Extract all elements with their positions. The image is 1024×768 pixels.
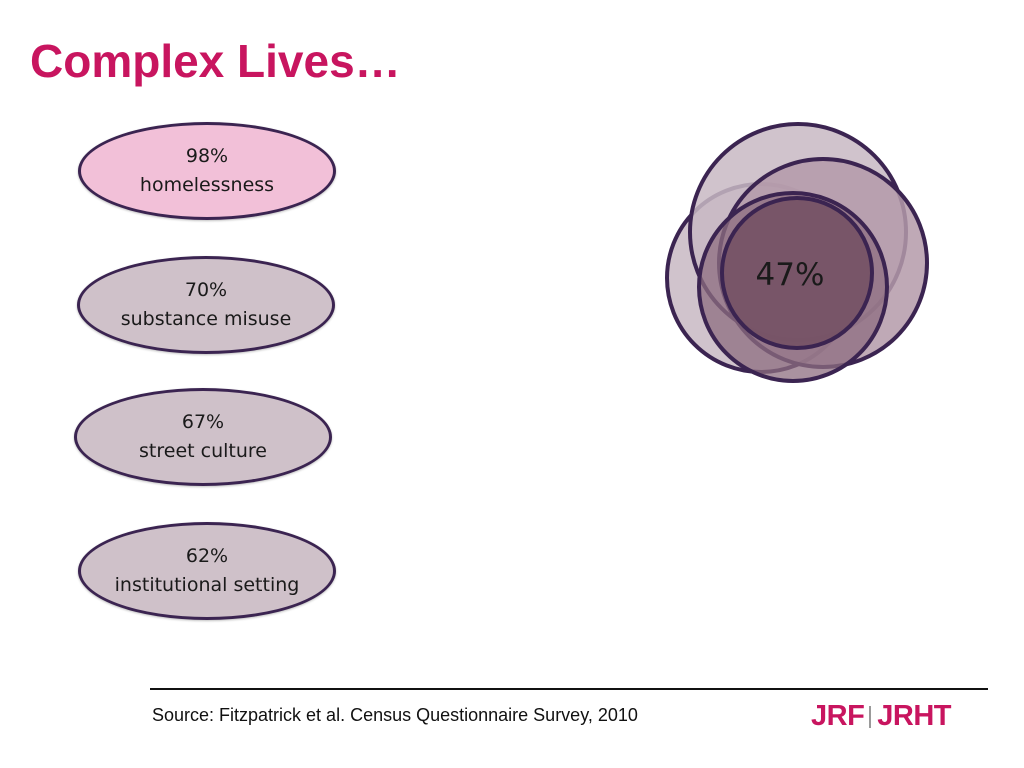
factor-institutional-setting: 62% institutional setting: [78, 522, 336, 620]
factor-label: homelessness: [139, 174, 275, 196]
factor-substance-misuse: 70% substance misuse: [77, 256, 335, 354]
logo-jrf: JRF: [811, 700, 865, 732]
factor-street-culture: 67% street culture: [74, 388, 332, 486]
factor-percent: 98%: [185, 144, 229, 167]
source-citation: Source: Fitzpatrick et al. Census Questi…: [152, 705, 638, 725]
venn-overlap-label: 47%: [756, 257, 825, 293]
factor-percent: 67%: [181, 410, 225, 433]
factor-percent: 62%: [185, 544, 229, 567]
factor-label: substance misuse: [120, 308, 292, 330]
factor-label: street culture: [139, 440, 267, 462]
jrf-jrht-logo: JRF JRHT: [811, 700, 952, 732]
footer-divider: [150, 688, 988, 690]
overlap-venn-diagram: 47%: [665, 122, 929, 383]
logo-separator: [869, 705, 872, 728]
factor-label: institutional setting: [114, 574, 300, 596]
venn-circle-center: [720, 196, 874, 350]
logo-jrht: JRHT: [877, 700, 952, 732]
page-title: Complex Lives…: [30, 35, 401, 87]
factor-homelessness: 98% homelessness: [78, 122, 336, 220]
factor-percent: 70%: [184, 278, 228, 301]
